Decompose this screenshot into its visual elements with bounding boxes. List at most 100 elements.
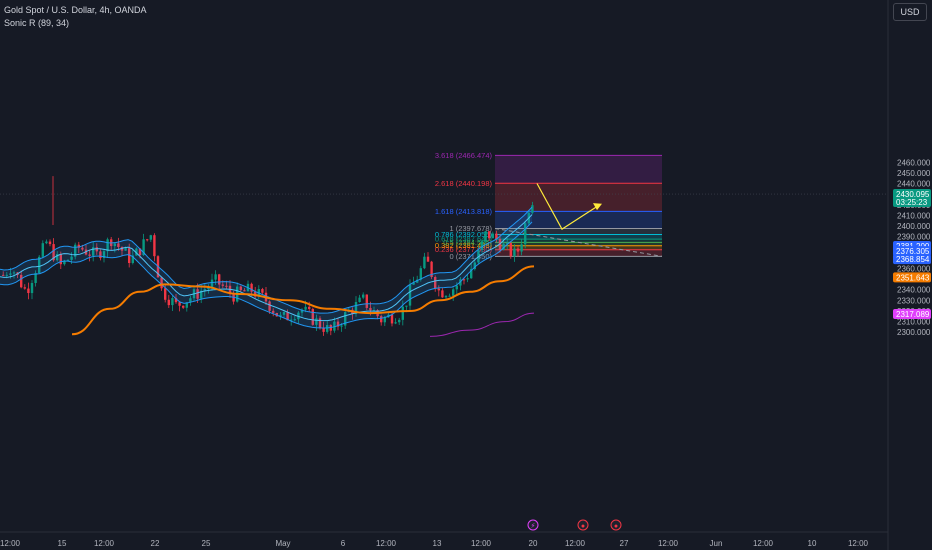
candle-body bbox=[142, 239, 145, 255]
currency-button[interactable]: USD bbox=[893, 3, 927, 21]
candle-body bbox=[239, 286, 242, 291]
candle-body bbox=[437, 288, 440, 291]
candle-body bbox=[56, 254, 59, 261]
candle-body bbox=[117, 243, 120, 248]
candle-body bbox=[333, 321, 336, 331]
candle-body bbox=[167, 299, 170, 306]
candle-body bbox=[408, 284, 412, 306]
candle-body bbox=[185, 302, 188, 308]
candle-body bbox=[426, 256, 430, 262]
price-badge-value: 2351.643 bbox=[896, 273, 930, 282]
x-tick-label: 12:00 bbox=[658, 539, 679, 548]
price-badge-value: 2368.854 bbox=[896, 255, 930, 264]
indicator-label: Sonic R (89, 34) bbox=[4, 18, 70, 28]
candle-body bbox=[221, 284, 224, 286]
x-tick-label: Jun bbox=[710, 539, 723, 548]
x-tick-label: 12:00 bbox=[0, 539, 21, 548]
candle-body bbox=[448, 295, 451, 297]
event-icon bbox=[610, 519, 622, 531]
candle-body bbox=[30, 283, 34, 294]
candle-body bbox=[405, 305, 408, 307]
x-tick-label: 10 bbox=[808, 539, 817, 548]
candle-body bbox=[513, 248, 516, 257]
fib-zone bbox=[495, 245, 662, 250]
candle-body bbox=[106, 239, 109, 252]
candle-body bbox=[214, 274, 217, 280]
fib-trend-line bbox=[494, 227, 663, 257]
event-icon-glyph: ● bbox=[581, 523, 585, 530]
x-tick-label: May bbox=[275, 539, 290, 548]
candle-body bbox=[484, 231, 487, 242]
chart-legend: Gold Spot / U.S. Dollar, 4h, OANDA Sonic… bbox=[4, 4, 147, 30]
candle-body bbox=[380, 316, 383, 323]
candle-body bbox=[207, 287, 210, 290]
candle-body bbox=[66, 259, 70, 261]
price-badge-value: 2376.305 bbox=[896, 247, 930, 256]
candle-body bbox=[81, 247, 84, 250]
candle-body bbox=[315, 318, 318, 325]
x-tick-label: 20 bbox=[529, 539, 538, 548]
candle-body bbox=[362, 294, 365, 298]
y-tick-label: 2410.000 bbox=[897, 211, 931, 220]
fib-level-label: 1 (2397.678) bbox=[449, 224, 492, 233]
event-icon-glyph: ● bbox=[614, 523, 618, 530]
candle-body bbox=[20, 274, 23, 288]
candle-body bbox=[516, 248, 520, 252]
y-tick-label: 2300.000 bbox=[897, 328, 931, 337]
x-tick-label: 27 bbox=[620, 539, 629, 548]
candle-body bbox=[279, 314, 282, 317]
x-tick-label: 12:00 bbox=[94, 539, 115, 548]
y-tick-label: 2360.000 bbox=[897, 264, 931, 273]
x-tick-label: 12:00 bbox=[376, 539, 397, 548]
event-icon-glyph: ⚡ bbox=[531, 522, 536, 530]
candle-body bbox=[52, 244, 55, 261]
fib-level-label: 0.618 (2387.640) bbox=[435, 235, 493, 244]
x-tick-label: 6 bbox=[341, 539, 346, 548]
fib-level-label: 1.618 (2413.818) bbox=[435, 207, 493, 216]
candle-body bbox=[466, 278, 469, 280]
candle-body bbox=[124, 248, 127, 251]
candle-body bbox=[300, 309, 304, 313]
candle-body bbox=[189, 298, 192, 303]
candle-body bbox=[441, 290, 444, 298]
candle-body bbox=[182, 305, 185, 308]
x-tick-label: 12:00 bbox=[471, 539, 492, 548]
candle-body bbox=[131, 255, 134, 263]
candle-body bbox=[304, 306, 307, 310]
x-tick-label: 12:00 bbox=[848, 539, 869, 548]
candle-body bbox=[48, 241, 52, 245]
ema-long-line bbox=[429, 312, 535, 337]
candle-body bbox=[434, 277, 437, 289]
candle-body bbox=[135, 248, 138, 256]
candle-body bbox=[27, 288, 30, 294]
candle-body bbox=[340, 325, 343, 327]
ema-band-mid bbox=[0, 214, 533, 322]
candle-body bbox=[23, 287, 26, 289]
candle-body bbox=[203, 289, 206, 291]
candle-body bbox=[5, 274, 8, 276]
candle-body bbox=[113, 243, 116, 247]
candle-body bbox=[272, 310, 275, 313]
candle-body bbox=[196, 289, 199, 299]
candle-body bbox=[509, 243, 512, 257]
candle-body bbox=[254, 291, 257, 297]
y-tick-label: 2460.000 bbox=[897, 158, 931, 167]
fib-level-label: 0.786 (2392.055) bbox=[435, 230, 493, 239]
candle-body bbox=[293, 319, 296, 321]
candle-body bbox=[160, 277, 163, 289]
candle-body bbox=[401, 306, 404, 320]
event-icon bbox=[577, 519, 589, 531]
candle-body bbox=[225, 285, 228, 287]
candle-body bbox=[430, 261, 433, 278]
candle-body bbox=[88, 254, 91, 256]
candle-body bbox=[243, 290, 246, 292]
y-tick-label: 2400.000 bbox=[897, 222, 931, 231]
candle-body bbox=[423, 256, 426, 269]
candle-body bbox=[77, 244, 80, 248]
candle-body bbox=[506, 243, 509, 245]
candle-body bbox=[178, 302, 181, 306]
x-tick-label: 22 bbox=[151, 539, 160, 548]
candle-body bbox=[70, 256, 73, 260]
